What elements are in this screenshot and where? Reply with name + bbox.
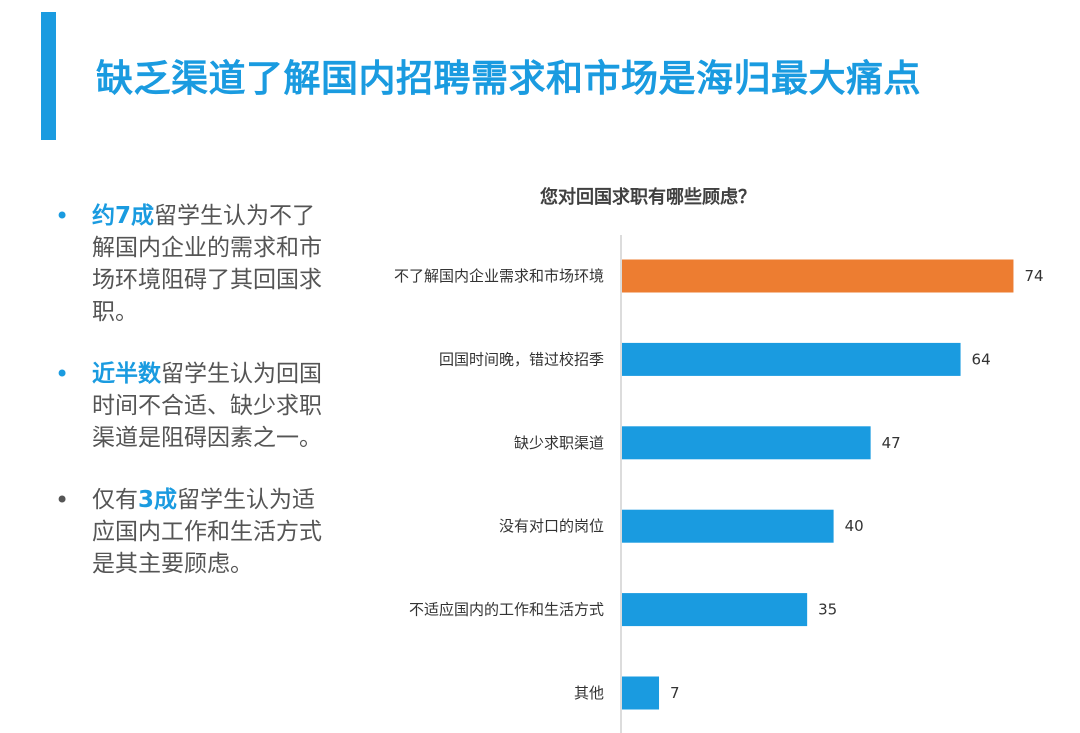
category-label: 没有对口的岗位: [499, 517, 604, 535]
bar: [622, 509, 834, 543]
bullet-item-2: • 近半数留学生认为回国时间不合适、缺少求职渠道是阻碍因素之一。: [52, 358, 322, 454]
bar: [622, 593, 808, 627]
category-label: 其他: [574, 684, 604, 702]
category-label: 不了解国内企业需求和市场环境: [394, 267, 604, 285]
bullet-highlight: 近半数: [92, 361, 161, 387]
value-label: 64: [972, 350, 991, 368]
bullet-text: 留学生认为不了解国内企业的需求和市场环境阻碍了其回国求职。: [92, 203, 322, 325]
bar: [622, 426, 871, 460]
value-label: 35: [818, 601, 837, 619]
bullet-dot-icon: •: [55, 202, 70, 230]
bar: [622, 676, 660, 710]
bar: [622, 342, 961, 376]
bullet-dot-icon: •: [55, 360, 70, 388]
value-label: 7: [670, 684, 680, 702]
title-accent-bar: [41, 12, 56, 140]
category-label: 不适应国内的工作和生活方式: [409, 601, 604, 619]
value-label: 74: [1024, 267, 1043, 285]
bar: [622, 259, 1014, 293]
bullet-highlight: 约7成: [92, 203, 155, 229]
bullet-highlight: 3成: [138, 487, 178, 513]
chart-title: 您对回国求职有哪些顾虑？: [540, 187, 756, 208]
page-title: 缺乏渠道了解国内招聘需求和市场是海归最大痛点: [96, 57, 921, 100]
bullet-list: • 约7成留学生认为不了解国内企业的需求和市场环境阻碍了其回国求职。 • 近半数…: [52, 200, 322, 610]
category-label: 缺少求职渠道: [514, 434, 604, 452]
bullet-text: 留学生认为回国时间不合适、缺少求职渠道是阻碍因素之一。: [92, 361, 322, 451]
value-label: 47: [882, 434, 901, 452]
bar-group: 不了解国内企业需求和市场环境 74 回国时间晚，错过校招季 64 缺少求职渠道 47 没有对…: [394, 259, 1044, 710]
category-label: 回国时间晚，错过校招季: [439, 350, 604, 368]
value-label: 40: [845, 517, 864, 535]
bullet-text: 留学生认为适应国内工作和生活方式是其主要顾虑。: [92, 487, 322, 577]
bullet-item-3: • 仅有3成留学生认为适应国内工作和生活方式是其主要顾虑。: [52, 484, 322, 580]
bullet-item-1: • 约7成留学生认为不了解国内企业的需求和市场环境阻碍了其回国求职。: [52, 200, 322, 328]
bullet-dot-icon: •: [55, 486, 70, 514]
bullet-prefix: 仅有: [92, 487, 138, 513]
